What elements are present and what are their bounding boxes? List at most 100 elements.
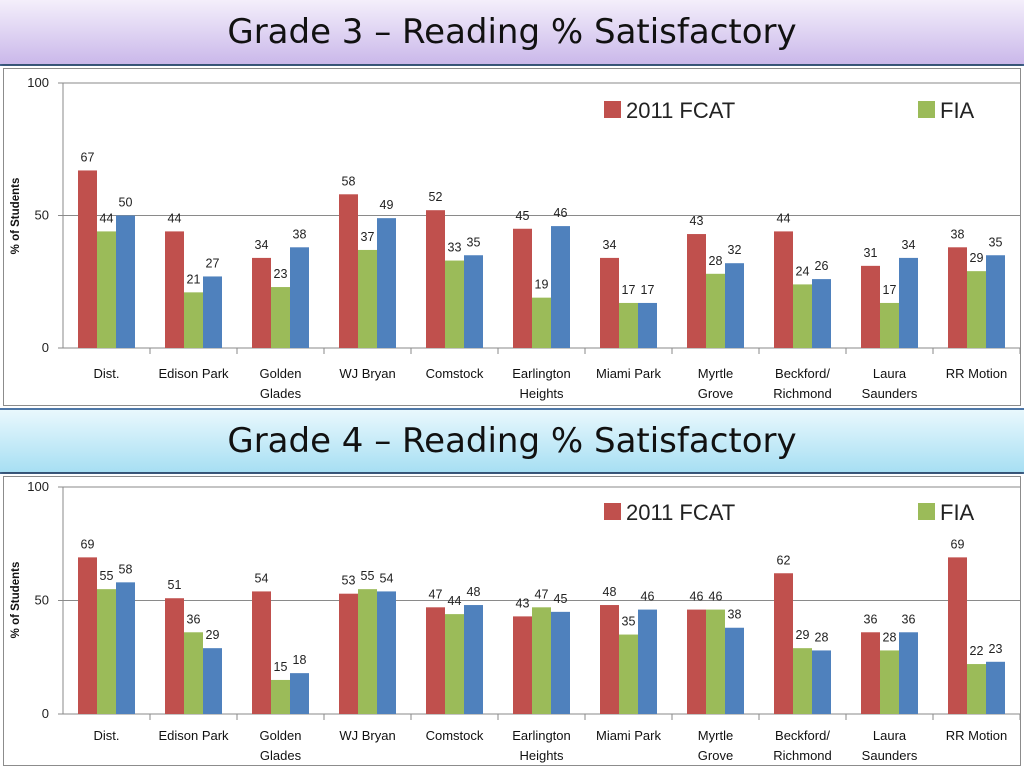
bar [358,249,377,348]
bar [774,231,793,348]
y-tick-label: 0 [42,340,49,355]
data-label: 32 [728,243,742,257]
data-label: 47 [535,587,549,601]
x-tick-label: Myrtle Grove [698,366,733,401]
bar [793,648,812,714]
bar [600,257,619,348]
x-tick-label: Beckford/Richmond [773,728,832,763]
data-label: 43 [690,214,704,228]
bar [203,276,222,348]
data-label: 50 [119,196,133,210]
x-tick-label: Edison Park [158,728,229,743]
bar [619,302,638,348]
data-label: 36 [187,612,201,626]
x-tick-label: Earlington Heights [512,728,571,763]
data-label: 34 [255,238,269,252]
data-label: 36 [864,612,878,626]
x-tick-label: Dist. [94,728,120,743]
x-tick-label: Golden Glades [260,366,302,401]
data-label: 38 [293,227,307,241]
bar [252,257,271,348]
data-label: 33 [448,241,462,255]
bar [725,627,744,714]
x-tick-label: Comstock [426,366,484,381]
data-label: 21 [187,272,201,286]
data-label: 46 [554,206,568,220]
data-label: 38 [728,608,742,622]
data-label: 46 [690,590,704,604]
data-label: 35 [622,615,636,629]
data-label: 55 [361,569,375,583]
bar [290,673,309,714]
bar [774,573,793,714]
x-tick-label: Edison Park [158,366,229,381]
data-label: 23 [274,267,288,281]
bar [184,292,203,348]
chart-frame [3,476,1021,766]
data-label: 58 [342,174,356,188]
data-label: 18 [293,653,307,667]
data-label: 43 [516,596,530,610]
data-label: 46 [641,590,655,604]
bar [967,664,986,714]
bar [793,284,812,348]
data-label: 49 [380,198,394,212]
bar [861,632,880,714]
bar [97,231,116,348]
bar [116,582,135,714]
bar [165,231,184,348]
data-label: 54 [380,571,394,585]
data-label: 54 [255,571,269,585]
bar [880,650,899,714]
x-tick-label: RR Motion [946,366,1007,381]
bar [638,609,657,714]
x-tick-label: Beckford/Richmond [773,366,832,401]
bar [880,302,899,348]
bar [706,609,725,714]
data-label: 52 [429,190,443,204]
x-tick-label: Miami Park [596,366,662,381]
y-axis-title: % of Students [10,562,22,639]
x-tick-label: Earlington Heights [512,366,571,401]
bar [551,611,570,714]
bar [445,614,464,714]
data-label: 44 [168,211,182,225]
bar [513,616,532,714]
bar [78,170,97,348]
data-label: 27 [206,256,220,270]
data-label: 26 [815,259,829,273]
data-label: 69 [81,537,95,551]
data-label: 29 [206,628,220,642]
grade4-title: Grade 4 – Reading % Satisfactory [227,421,797,461]
legend-label: FIA [940,500,975,525]
data-label: 48 [603,585,617,599]
legend-label: 2011 FCAT [626,500,735,525]
bar [339,194,358,348]
bar [948,557,967,714]
bar [551,226,570,348]
data-label: 31 [864,246,878,260]
bar [271,679,290,714]
grade3-title: Grade 3 – Reading % Satisfactory [227,12,797,52]
x-tick-label: Laura Saunders [862,366,918,401]
bar [377,218,396,348]
bar [426,607,445,714]
legend-swatch [918,503,935,520]
data-label: 28 [883,630,897,644]
bar [464,605,483,714]
data-label: 38 [951,227,965,241]
data-label: 55 [100,569,114,583]
data-label: 53 [342,574,356,588]
legend-swatch [604,503,621,520]
bar [426,210,445,348]
bar [339,593,358,714]
data-label: 23 [989,642,1003,656]
x-tick-label: Golden Glades [260,728,302,763]
bar [638,302,657,348]
data-label: 34 [902,238,916,252]
legend-swatch [604,101,621,118]
bar [899,257,918,348]
data-label: 51 [168,578,182,592]
x-tick-label: Laura Saunders [862,728,918,763]
bar [116,215,135,348]
